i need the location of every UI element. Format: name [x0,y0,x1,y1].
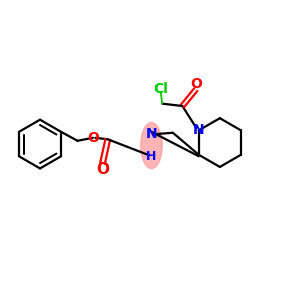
Text: O: O [190,77,202,91]
Text: O: O [96,162,109,177]
Text: N: N [193,123,205,137]
Text: N: N [146,127,157,141]
Ellipse shape [141,122,162,169]
Text: Cl: Cl [153,82,168,96]
Text: O: O [87,131,99,145]
Text: H: H [146,150,157,163]
